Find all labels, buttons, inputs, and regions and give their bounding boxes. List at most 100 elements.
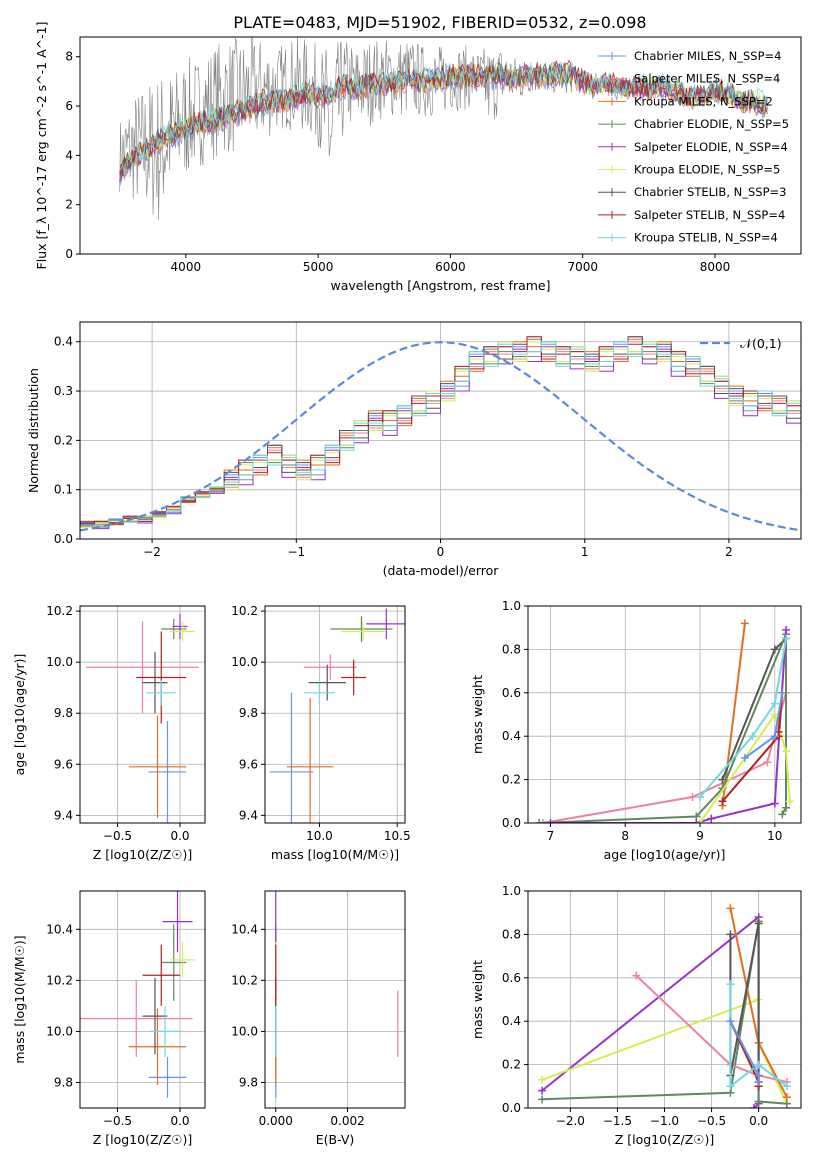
massweight-point xyxy=(538,1086,547,1095)
y-tick-label: 10.0 xyxy=(46,1024,73,1038)
massweight-point xyxy=(782,625,791,634)
axes-frame xyxy=(527,605,802,824)
massweight-point xyxy=(696,792,705,801)
massweight-point xyxy=(785,797,794,806)
legend-entry: Chabrier ELODIE, N_SSP=5 xyxy=(634,117,789,131)
y-tick-label: 0.4 xyxy=(502,1014,521,1028)
x-tick-label: 0 xyxy=(437,545,445,559)
x-tick-label: −0.5 xyxy=(103,1114,132,1128)
y-tick-label: 10.2 xyxy=(231,604,258,618)
y-axis-label: mass weight xyxy=(470,960,485,1039)
axes: −0.5 0.0 9.8 10.0 10.2 10.4 Z [log10(Z/Z☉)] mas… xyxy=(12,890,206,1147)
massweight-point xyxy=(754,1060,763,1069)
massweight-point xyxy=(535,819,544,823)
y-tick-label: 10.2 xyxy=(46,604,73,618)
x-tick-label: 10 xyxy=(767,829,782,843)
massweight-point xyxy=(770,710,779,719)
y-tick-label: 0.3 xyxy=(54,384,73,398)
massweight-line xyxy=(729,984,788,1089)
x-tick-label: 8000 xyxy=(700,260,731,274)
massweight-point xyxy=(770,699,779,708)
legend-entry: Salpeter ELODIE, N_SSP=4 xyxy=(634,140,788,154)
y-tick-label: 10.0 xyxy=(231,1024,258,1038)
model-spectrum-line xyxy=(119,64,768,183)
massweight-vs-metallicity-panel: −2.0 −1.5 −1.0 −0.5 0.0 0.0 0.2 0.4 0.6 0.8 1.0 Z [… xyxy=(470,884,802,1147)
axes: 10.0 10.5 9.4 9.6 9.8 10.0 10.2 mass [log10(M/M… xyxy=(231,604,410,862)
y-tick-label: 0.1 xyxy=(54,483,73,497)
massweight-point xyxy=(538,1095,547,1104)
y-tick-label: 10.0 xyxy=(231,655,258,669)
x-axis-label: Z [log10(Z/Z☉)] xyxy=(93,847,193,862)
massweight-point xyxy=(782,747,791,756)
legend-entry: Kroupa ELODIE, N_SSP=5 xyxy=(634,163,780,177)
x-axis-label: Z [log10(Z/Z☉)] xyxy=(615,1132,715,1147)
legend-entry: Chabrier MILES, N_SSP=4 xyxy=(634,49,781,63)
legend-entry: 𝒩(0,1) xyxy=(740,336,782,351)
x-tick-label: −1.5 xyxy=(603,1114,632,1128)
axes-frame xyxy=(264,605,406,824)
plot-area xyxy=(80,336,801,532)
y-tick-label: 0.4 xyxy=(54,335,73,349)
axes: −2.0 −1.5 −1.0 −0.5 0.0 0.0 0.2 0.4 0.6 0.8 1.0 Z [… xyxy=(470,884,802,1147)
massweight-point xyxy=(726,904,735,913)
massweight-point xyxy=(538,1075,547,1084)
massweight-point xyxy=(726,930,735,939)
y-tick-label: 9.6 xyxy=(239,757,258,771)
x-tick-label: 6000 xyxy=(435,260,466,274)
massweight-line xyxy=(721,623,746,806)
massweight-point xyxy=(778,688,787,697)
residuals-panel: −2 −1 0 1 2 0.0 0.1 0.2 0.3 0.4 (data-model)/error… xyxy=(26,321,802,578)
plot-area xyxy=(269,608,405,823)
massweight-point xyxy=(726,980,735,989)
massweight-point xyxy=(748,732,757,741)
mass-vs-metallicity-panel: −0.5 0.0 9.8 10.0 10.2 10.4 Z [log10(Z/Z☉)] mas… xyxy=(12,890,206,1147)
massweight-point xyxy=(718,797,727,806)
figure-title: PLATE=0483, MJD=51902, FIBERID=0532, z=0… xyxy=(233,13,646,32)
x-tick-label: 2 xyxy=(725,545,733,559)
y-tick-label: 0.6 xyxy=(502,971,521,985)
x-tick-label: −1 xyxy=(287,545,305,559)
massweight-point xyxy=(632,971,641,980)
massweight-point xyxy=(778,810,787,819)
y-tick-label: 9.6 xyxy=(54,757,73,771)
y-axis-label: Normed distribution xyxy=(26,368,41,493)
massweight-line xyxy=(539,633,787,823)
y-tick-label: 9.8 xyxy=(239,706,258,720)
y-tick-label: 9.8 xyxy=(239,1075,258,1089)
y-tick-label: 2 xyxy=(65,198,73,212)
massweight-point xyxy=(754,1097,763,1106)
legend-entry: Salpeter MILES, N_SSP=4 xyxy=(634,72,780,86)
massweight-point xyxy=(754,919,763,928)
massweight-point xyxy=(726,1017,735,1026)
y-tick-label: 0.2 xyxy=(502,773,521,787)
x-tick-label: 10.0 xyxy=(306,829,333,843)
plot-area xyxy=(86,613,199,823)
y-tick-label: 0.6 xyxy=(502,686,521,700)
x-axis-label: mass [log10(M/M☉)] xyxy=(271,847,399,862)
residual-histogram xyxy=(80,341,801,528)
y-tick-label: 0.2 xyxy=(502,1058,521,1072)
x-tick-label: 0.0 xyxy=(170,829,189,843)
massweight-line xyxy=(635,974,788,1083)
axes-frame xyxy=(79,890,206,1109)
x-tick-label: 5000 xyxy=(303,260,334,274)
age-vs-metallicity-panel: −0.5 0.0 9.4 9.6 9.8 10.0 10.2 Z [log10(Z/Z☉)] a… xyxy=(12,604,206,862)
legend-entry: Kroupa MILES, N_SSP=2 xyxy=(634,94,773,108)
massweight-point xyxy=(782,1093,791,1102)
model-spectrum-line xyxy=(119,61,768,176)
x-tick-label: −1.0 xyxy=(650,1114,679,1128)
plot-area xyxy=(275,891,399,1098)
x-tick-label: −2 xyxy=(143,545,161,559)
legend-entry: Kroupa STELIB, N_SSP=4 xyxy=(634,231,778,245)
plot-area xyxy=(119,37,768,220)
y-tick-label: 1.0 xyxy=(502,599,521,613)
x-tick-label: −0.5 xyxy=(103,829,132,843)
massweight-point xyxy=(770,732,779,741)
plot-area xyxy=(535,619,794,823)
y-axis-label: mass [log10(M/M☉)] xyxy=(12,935,27,1063)
legend: 𝒩(0,1) xyxy=(700,336,782,351)
y-tick-label: 10.4 xyxy=(46,922,73,936)
massweight-point xyxy=(763,758,772,767)
residual-histogram xyxy=(80,341,801,527)
